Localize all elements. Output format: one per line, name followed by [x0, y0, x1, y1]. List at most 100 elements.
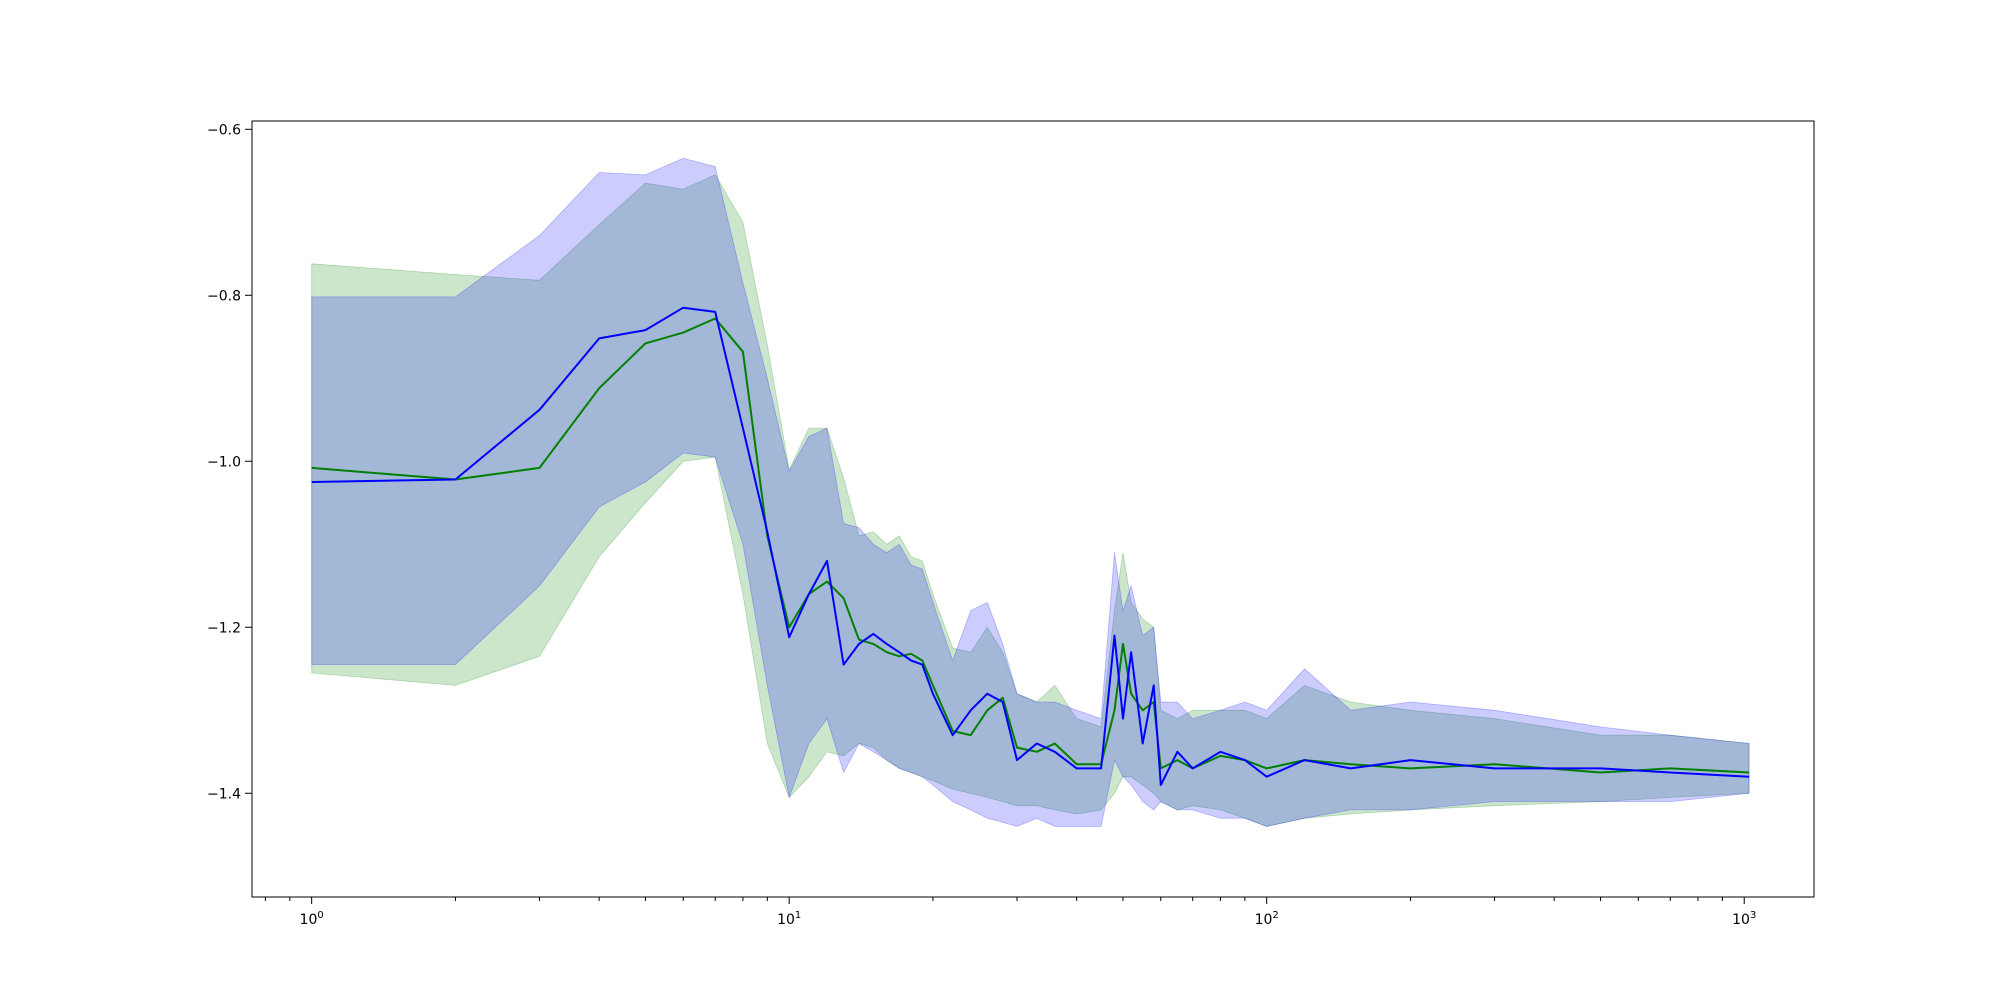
series-2-point: [1160, 784, 1161, 785]
series-1-point: [1002, 697, 1003, 698]
series-1-point: [1016, 747, 1017, 748]
confidence-bands: [311, 157, 1750, 827]
series-2-point: [1076, 768, 1077, 769]
series-2-point: [826, 560, 827, 561]
series-1-point: [1350, 764, 1351, 765]
series-2-point: [886, 643, 887, 644]
series-1-point: [987, 710, 988, 711]
series-2-point: [1036, 743, 1037, 744]
series-2-point: [1153, 685, 1154, 686]
series-2-point: [1114, 635, 1115, 636]
series-1-point: [826, 581, 827, 582]
y-tick-label: −1.2: [207, 620, 241, 636]
series-2-point: [1220, 751, 1221, 752]
series-1-point: [1036, 751, 1037, 752]
series-1-point: [1131, 693, 1132, 694]
series-2-point: [1101, 768, 1102, 769]
series-2-point: [843, 664, 844, 665]
series-2-point: [645, 330, 646, 331]
series-2-point: [987, 693, 988, 694]
series-1-point: [1142, 710, 1143, 711]
series-1-point: [1076, 764, 1077, 765]
series-2-point: [742, 428, 743, 429]
y-tick-label: −0.6: [207, 122, 241, 138]
series-2-point: [952, 735, 953, 736]
series-1-point: [1410, 768, 1411, 769]
series-1-point: [715, 318, 716, 319]
series-2-point: [1304, 760, 1305, 761]
x-tick-base: 10: [777, 912, 795, 928]
series-1-point: [1122, 643, 1123, 644]
x-tick-exponent: 1: [795, 910, 801, 921]
x-tick-base: 10: [1255, 912, 1273, 928]
y-tick-label: −1.0: [207, 454, 241, 470]
series-1-point: [970, 735, 971, 736]
series-2-point: [539, 409, 540, 410]
series-2-point: [873, 633, 874, 634]
series-2-point: [1177, 751, 1178, 752]
series-2-point: [1266, 776, 1267, 777]
x-tick-exponent: 3: [1750, 910, 1756, 921]
x-axis-ticks: 100 101 102 103: [264, 897, 1756, 928]
x-tick-label: 102: [1255, 910, 1279, 928]
x-tick-exponent: 0: [317, 910, 323, 921]
series-2-point: [311, 481, 312, 482]
series-lines: [311, 306, 1750, 786]
series-1-point: [742, 351, 743, 352]
series-2-point: [1142, 743, 1143, 744]
series-2-point: [1410, 760, 1411, 761]
series-1-point: [1749, 772, 1750, 773]
series-2-point: [767, 531, 768, 532]
series-1-point: [311, 467, 312, 468]
series-2-point: [970, 710, 971, 711]
series-2-point: [455, 479, 456, 480]
series-1-point: [899, 656, 900, 657]
x-tick-label: 103: [1732, 910, 1756, 928]
x-tick-label: 101: [777, 910, 801, 928]
series-2-point: [899, 652, 900, 653]
series-1-point: [952, 730, 953, 731]
series-1-point: [683, 332, 684, 333]
series-1-point: [858, 639, 859, 640]
x-tick-base: 10: [1732, 912, 1750, 928]
x-tick-base: 10: [300, 912, 318, 928]
series-2-point: [911, 660, 912, 661]
y-axis-ticks: −0.6 −0.8 −1.0 −1.2 −1.4: [207, 122, 252, 802]
series-1-point: [873, 643, 874, 644]
series-2-point: [1122, 718, 1123, 719]
series-2-point: [1244, 760, 1245, 761]
series-1-band: [311, 174, 1750, 827]
series-1-point: [1266, 768, 1267, 769]
series-2-point: [1670, 772, 1671, 773]
y-tick-label: −0.8: [207, 288, 241, 304]
series-2-line: [311, 306, 1750, 786]
series-1-point: [922, 660, 923, 661]
series-2-point: [599, 338, 600, 339]
series-2-point: [1350, 768, 1351, 769]
series-2-band: [311, 157, 1750, 827]
x-tick-exponent: 2: [1272, 910, 1278, 921]
y-tick-label: −1.4: [207, 786, 241, 802]
series-2-point: [1002, 701, 1003, 702]
series-2-point: [683, 307, 684, 308]
series-2-point: [1600, 768, 1601, 769]
series-1-point: [645, 343, 646, 344]
x-tick-label: 100: [300, 910, 324, 928]
series-1-point: [1494, 764, 1495, 765]
series-1-point: [789, 627, 790, 628]
series-1-point: [843, 598, 844, 599]
series-2-point: [789, 637, 790, 638]
series-1-point: [1177, 760, 1178, 761]
series-2-point: [1192, 768, 1193, 769]
series-1-point: [1670, 768, 1671, 769]
series-2-point: [932, 693, 933, 694]
series-1-point: [1220, 755, 1221, 756]
series-1-point: [932, 685, 933, 686]
series-2-point: [715, 311, 716, 312]
series-1-line: [311, 317, 1750, 774]
series-1-point: [886, 652, 887, 653]
series-1-point: [1114, 710, 1115, 711]
series-1-point: [911, 653, 912, 654]
series-1-point: [539, 467, 540, 468]
